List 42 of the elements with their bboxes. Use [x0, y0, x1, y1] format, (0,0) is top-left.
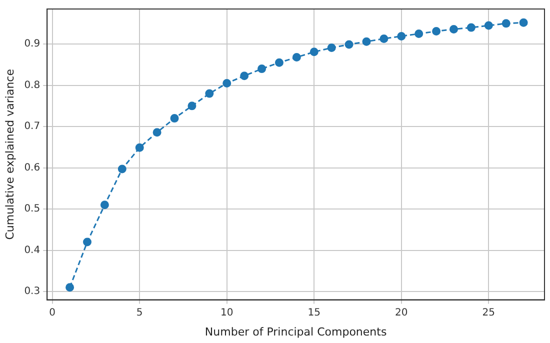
point: [519, 18, 528, 27]
point: [449, 24, 458, 34]
point: [82, 238, 92, 246]
point: [205, 89, 214, 98]
y-tick-label: 0.5: [24, 204, 40, 215]
y-tick-label: 0.4: [24, 244, 40, 256]
point: [240, 72, 249, 80]
point: [118, 164, 126, 174]
y-tick-label: 0.6: [24, 162, 40, 174]
x-tick-label: 25: [482, 307, 496, 318]
point: [100, 200, 109, 210]
y-tick-label: 0.7: [24, 121, 40, 132]
point: [484, 21, 493, 30]
point: [414, 30, 424, 38]
point: [222, 78, 232, 88]
x-axis-title: Number of Principal Components: [204, 325, 387, 338]
y-tick-label: 0.9: [24, 38, 40, 50]
point: [170, 114, 179, 123]
point: [188, 102, 196, 110]
point: [135, 143, 144, 152]
point: [502, 19, 510, 28]
point: [432, 27, 441, 36]
x-tick-label: 0: [49, 307, 56, 318]
x-tick-label: 20: [395, 307, 408, 318]
x-tick-label: 15: [308, 307, 320, 318]
x-tick-label: 5: [136, 307, 143, 318]
x-tick-label: 10: [220, 307, 234, 318]
point: [258, 64, 266, 74]
point: [66, 283, 74, 292]
point: [274, 58, 284, 67]
point: [362, 37, 371, 46]
point: [310, 48, 318, 56]
y-tick-label: 0.8: [24, 80, 40, 91]
point: [152, 128, 162, 137]
point: [380, 34, 388, 43]
point: [397, 32, 406, 40]
y-tick-label: 0.3: [24, 286, 40, 298]
point: [292, 53, 301, 62]
y-axis-title: Cumulative explained variance: [3, 68, 16, 240]
point: [466, 23, 476, 32]
point: [327, 44, 336, 52]
point: [344, 40, 354, 49]
